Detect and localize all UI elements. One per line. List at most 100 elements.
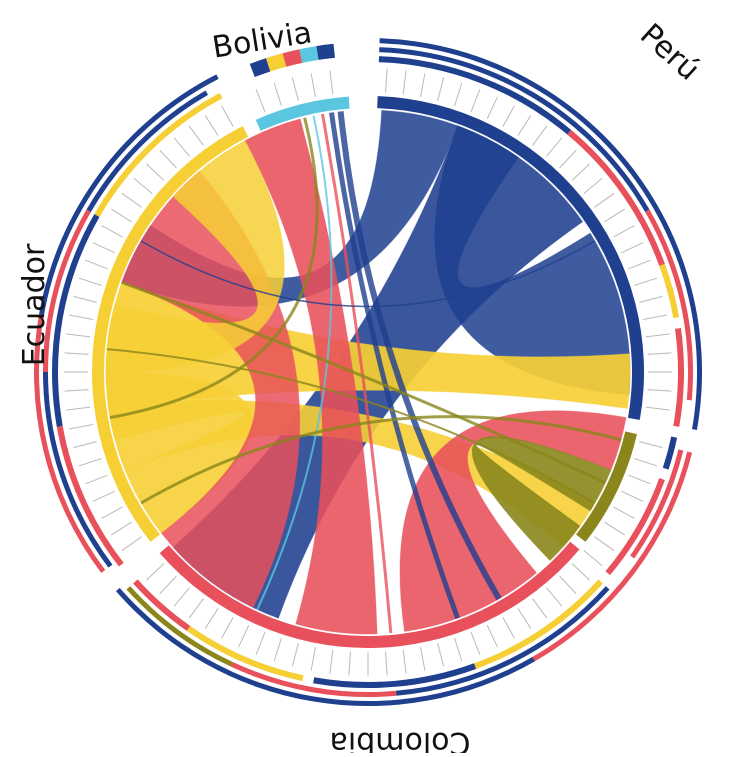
tick-mark [419, 646, 426, 671]
tick-mark [642, 314, 667, 321]
tick-mark [517, 608, 532, 629]
outer-track-0-12 [94, 92, 223, 217]
chord-bolivia-colombia-blue [337, 111, 502, 601]
ribbon-colombia-olive [471, 436, 612, 562]
outer-track-0-3 [673, 328, 684, 427]
tick-mark [454, 638, 463, 662]
tick-mark [583, 177, 603, 194]
tick-mark [454, 82, 463, 106]
segments-layer [92, 96, 644, 648]
tick-mark [69, 423, 94, 430]
tick-mark [486, 625, 498, 648]
tick-mark [634, 277, 658, 286]
ticks-layer [64, 68, 672, 676]
tick-mark [628, 474, 651, 485]
tick-mark [85, 259, 108, 270]
tick-mark [517, 115, 532, 136]
outer-track-0-5 [605, 478, 665, 576]
outer-track-0-1 [567, 129, 665, 266]
tick-mark [532, 125, 548, 146]
tick-mark [385, 651, 388, 676]
tick-mark [133, 177, 153, 194]
tick-mark [571, 563, 590, 581]
tick-mark [92, 490, 115, 502]
chord-thin-blue [140, 240, 596, 308]
tick-mark [255, 632, 266, 655]
bolivia-block-0 [249, 58, 271, 77]
tick-mark [111, 521, 132, 536]
tick-mark [204, 115, 219, 136]
tick-mark [69, 314, 94, 321]
tick-mark [146, 563, 165, 581]
tick-mark [101, 225, 123, 238]
tick-mark [329, 70, 334, 95]
outer-track-0-10 [56, 425, 124, 567]
tick-mark [255, 89, 266, 112]
tick-mark [546, 587, 563, 607]
chord-bolivia-colombia-blue-2 [329, 112, 460, 620]
tick-mark [273, 82, 282, 106]
tick-mark [645, 406, 670, 411]
tick-mark [628, 259, 651, 270]
outer-track-0-11 [52, 214, 100, 427]
tick-mark [310, 646, 317, 671]
tick-mark [92, 242, 115, 254]
outer-track-2-3 [33, 314, 106, 574]
tick-mark [437, 643, 445, 667]
tick-mark [419, 73, 426, 98]
tracks-layer [33, 38, 702, 707]
tick-mark [159, 575, 177, 594]
tick-mark [173, 587, 190, 607]
tick-mark [594, 192, 615, 208]
tick-mark [621, 242, 644, 254]
outer-track-1-7 [43, 209, 91, 372]
bolivia-block-1 [266, 53, 287, 72]
tick-mark [437, 77, 445, 101]
tick-mark [73, 441, 97, 449]
tick-mark [647, 352, 672, 355]
tick-mark [291, 643, 299, 667]
outer-track-1-1 [645, 209, 694, 401]
chord-bolivia-colombia-cyan [256, 115, 333, 610]
tick-mark [85, 474, 108, 485]
tick-mark [502, 105, 515, 127]
outer-track-0-7 [313, 663, 477, 689]
tick-mark [604, 521, 625, 536]
label-ecuador: Ecuador [17, 243, 52, 366]
ribbon-colombia-peru-red [399, 410, 627, 633]
tick-mark [645, 333, 670, 338]
segment-colombia [159, 541, 580, 648]
tick-mark [621, 490, 644, 502]
tick-mark [273, 638, 282, 662]
tick-mark [291, 77, 299, 101]
tick-mark [188, 125, 204, 146]
ribbon-ecuador-top-yellow [105, 139, 285, 373]
tick-mark [188, 598, 204, 619]
bolivia-block-2 [282, 49, 303, 67]
label-peru: Perú [633, 17, 706, 88]
tick-mark [66, 406, 91, 411]
tick-mark [146, 163, 165, 181]
tick-mark [571, 163, 590, 181]
segment-bolivia [255, 96, 350, 131]
tick-mark [238, 625, 250, 648]
tick-mark [78, 458, 102, 467]
outer-track-1-2 [630, 449, 684, 559]
tick-mark [329, 649, 334, 674]
tick-mark [546, 137, 563, 157]
tick-mark [385, 68, 388, 93]
chord-bolivia-ecuador-olive [109, 117, 319, 419]
tick-mark [402, 649, 407, 674]
tick-mark [532, 598, 548, 619]
tick-mark [78, 277, 102, 286]
tick-mark [204, 608, 219, 629]
tick-mark [73, 295, 97, 303]
tick-mark [173, 137, 190, 157]
tick-mark [594, 536, 615, 552]
tick-mark [348, 651, 351, 676]
tick-mark [64, 389, 89, 392]
ribbons-layer [105, 109, 631, 635]
label-colombia: Colombia [330, 725, 471, 753]
chord-bolivia-colombia-red [321, 113, 393, 634]
